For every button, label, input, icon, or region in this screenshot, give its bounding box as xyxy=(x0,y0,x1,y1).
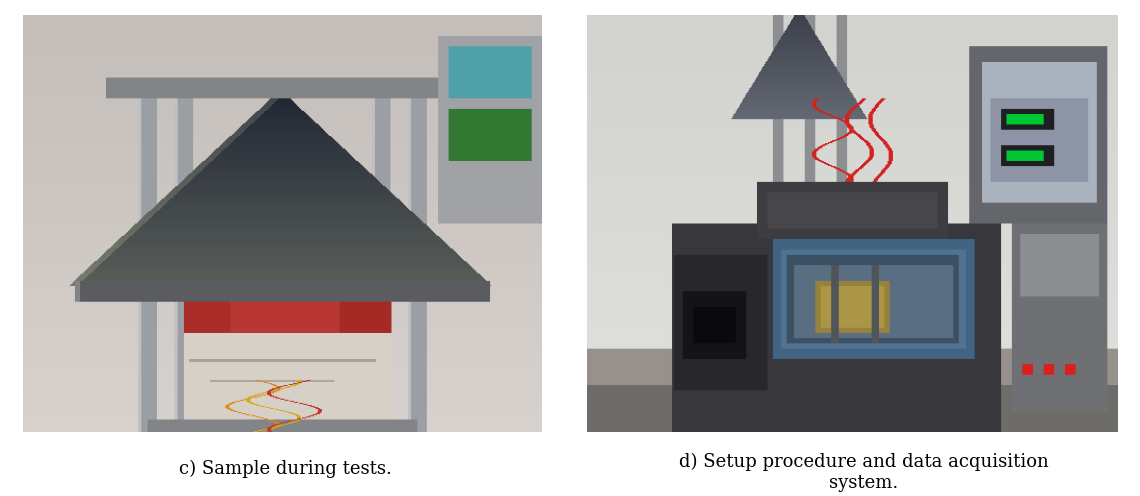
Text: d) Setup procedure and data acquisition
system.: d) Setup procedure and data acquisition … xyxy=(679,453,1049,492)
Text: c) Sample during tests.: c) Sample during tests. xyxy=(179,460,391,478)
